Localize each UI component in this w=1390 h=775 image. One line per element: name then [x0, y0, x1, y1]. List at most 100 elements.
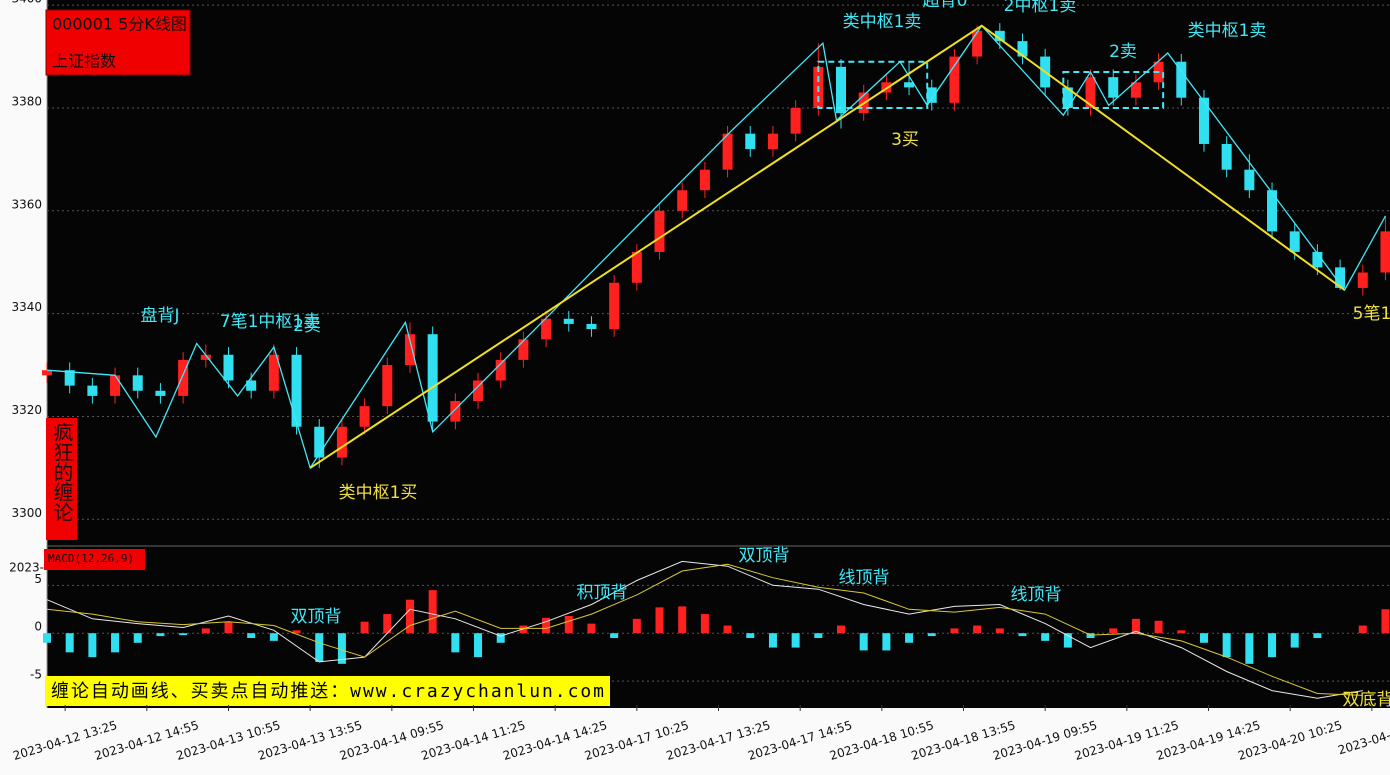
candle-body — [1357, 272, 1368, 288]
candle-body — [1085, 77, 1096, 108]
candle-body — [473, 380, 484, 402]
candle-body — [1198, 97, 1209, 144]
macd-bar — [292, 630, 301, 634]
banner-box — [45, 676, 610, 706]
candle-body — [64, 370, 75, 386]
candle-body — [1244, 169, 1255, 191]
candle-body — [677, 190, 688, 211]
y-tick-label: 0 — [34, 620, 42, 634]
candle-body — [790, 107, 801, 134]
candle-body — [563, 318, 574, 324]
candle-body — [1267, 190, 1278, 232]
annotation: 双顶背 — [739, 546, 790, 566]
macd-bar — [1199, 633, 1208, 643]
annotation: 线顶背 — [839, 568, 890, 588]
macd-bar — [791, 633, 800, 648]
annotation: 3买 — [891, 130, 919, 150]
macd-bar — [315, 633, 324, 662]
macd-bar — [768, 633, 777, 648]
macd-bar — [814, 633, 823, 638]
macd-bar — [383, 614, 392, 634]
candle-body — [1221, 143, 1232, 170]
candle-body — [949, 56, 960, 103]
candle-body — [359, 406, 370, 427]
macd-bar — [1222, 633, 1231, 658]
macd-bar — [1131, 618, 1140, 634]
macd-bar — [950, 628, 959, 634]
macd-bar — [1018, 633, 1027, 637]
segment-line — [309, 24, 1346, 469]
macd-bar — [179, 633, 188, 636]
macd-bar — [837, 625, 846, 634]
candle-body — [1289, 231, 1300, 252]
candle-body — [450, 401, 461, 422]
candle-body — [767, 133, 778, 150]
macd-bar — [224, 621, 233, 634]
candle-body — [518, 339, 529, 360]
candle-body — [972, 30, 983, 57]
macd-bar — [882, 633, 891, 651]
candle-body — [132, 375, 143, 391]
candle-body — [609, 282, 620, 330]
macd-bar — [111, 633, 120, 653]
candle-body — [427, 334, 438, 422]
candle-body — [1176, 61, 1187, 98]
candle-body — [745, 133, 756, 150]
candle-body — [314, 426, 325, 458]
y-tick-label: 3320 — [11, 403, 42, 417]
macd-bar — [973, 625, 982, 634]
header-title: 000001 5分K线图 — [52, 15, 187, 34]
macd-bar — [1109, 628, 1118, 634]
macd-bar — [474, 633, 483, 658]
side-box — [46, 418, 77, 540]
macd-bar — [1313, 633, 1322, 638]
candle-body — [178, 359, 189, 396]
macd-bar — [88, 633, 97, 658]
annotation: 类中枢1买 — [339, 483, 418, 503]
macd-bar — [610, 633, 619, 638]
macd-bar — [405, 599, 414, 634]
macd-bar — [723, 625, 732, 634]
macd-bar — [133, 633, 142, 643]
macd-bar — [1245, 633, 1254, 664]
annotation: 双顶背 — [291, 607, 342, 627]
candle-body — [654, 210, 665, 252]
annotation: 2中枢1卖 — [1004, 0, 1077, 16]
y-tick-label: 3400 — [11, 0, 42, 6]
candle-body — [42, 370, 52, 376]
candle-body — [722, 133, 733, 170]
macd-bar — [337, 633, 346, 664]
annotation: 双底背 — [1343, 690, 1390, 710]
annotation: 7笔1中枢1卖 — [220, 312, 320, 332]
candle-body — [1108, 77, 1119, 98]
annotation: 2卖 — [293, 316, 321, 336]
candle-body — [1335, 267, 1346, 288]
candle-body — [200, 354, 211, 360]
macd-bar — [632, 618, 641, 634]
annotation: 盘背J — [140, 306, 179, 326]
candle-body — [1312, 251, 1323, 268]
macd-bar — [678, 606, 687, 634]
macd-bar — [700, 614, 709, 634]
macd-bar — [859, 633, 868, 651]
macd-bar — [655, 607, 664, 634]
candle-body — [994, 30, 1005, 42]
banner: 缠论自动画线、买卖点自动推送：www.crazychanlun.com — [51, 681, 604, 702]
y-tick-label: 3300 — [11, 506, 42, 520]
macd-bar — [995, 628, 1004, 634]
y-tick-label: -5 — [30, 668, 42, 682]
macd-bar — [247, 633, 256, 638]
candle-body — [1130, 82, 1141, 98]
macd-title: MACD(12,26,9) — [48, 552, 134, 565]
candle-body — [631, 251, 642, 283]
corner-label: 2023- — [9, 561, 44, 575]
y-tick-label: 3380 — [11, 94, 42, 108]
candle-body — [404, 334, 415, 366]
macd-bar — [564, 615, 573, 634]
y-tick-label: 5 — [34, 572, 42, 586]
candle-body — [836, 66, 847, 114]
macd-bar — [269, 633, 278, 641]
header-name: 上证指数 — [52, 52, 116, 71]
